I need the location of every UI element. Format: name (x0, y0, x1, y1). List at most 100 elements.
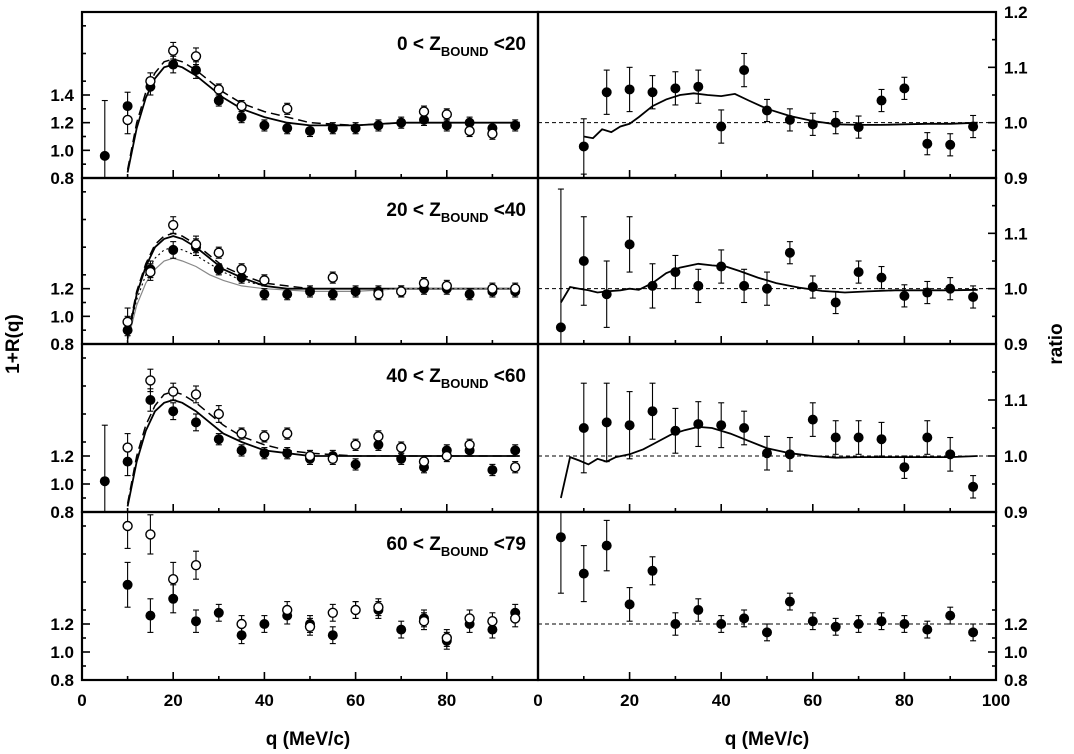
y-tick-label: 1.0 (50, 141, 74, 160)
data-point-filled (922, 624, 933, 635)
data-point-filled (327, 630, 338, 641)
y-tick-label: 1.2 (50, 114, 74, 133)
data-point-open (145, 266, 156, 278)
y-tick-label: 1.0 (1004, 447, 1028, 466)
data-point-filled (464, 289, 475, 300)
data-point-open (487, 283, 498, 294)
data-point-filled (739, 280, 750, 291)
data-point-filled (578, 141, 589, 152)
model-curve-solid (583, 92, 978, 140)
panel-plot-area (538, 382, 996, 499)
data-point-filled (807, 282, 818, 293)
data-point-filled (647, 87, 658, 98)
y-tick-label: 1.0 (1004, 280, 1028, 299)
data-point-filled (739, 613, 750, 624)
data-point-filled (213, 95, 224, 106)
y-tick-label: 1.0 (1004, 114, 1028, 133)
data-point-open (350, 604, 361, 616)
data-point-open (304, 450, 316, 462)
panel-plot-area (99, 368, 521, 512)
data-point-filled (693, 280, 704, 291)
data-point-filled (259, 120, 270, 131)
model-curve-solid (560, 425, 978, 499)
x-tick-label: 100 (982, 691, 1010, 710)
data-point-filled (259, 619, 270, 629)
data-point-open (236, 100, 247, 112)
data-point-open (464, 613, 475, 624)
data-point-filled (922, 432, 933, 443)
data-point-filled (99, 476, 110, 487)
data-point-filled (968, 121, 979, 132)
data-point-open (213, 408, 225, 420)
panel-left-0: 0.8 1.0 1.2 1.4 0 < ZBOUND <20 (50, 10, 540, 188)
panel-right-3: 0.8 1.0 1.2 0 20 40 60 80 100 (533, 510, 1028, 710)
data-point-open (236, 618, 247, 630)
panel-label-prefix: 0 < Z (397, 34, 441, 55)
data-point-filled (762, 448, 772, 459)
panel-label-sub: BOUND (441, 44, 489, 59)
panel-label-prefix: 60 < Z (386, 534, 441, 555)
data-point-open (487, 128, 498, 139)
data-point-open (396, 442, 407, 453)
data-point-filled (510, 120, 521, 131)
data-point-filled (945, 139, 956, 150)
panel-label: 60 < ZBOUND <79 (386, 534, 526, 559)
data-point-filled (396, 453, 407, 464)
data-point-open (259, 431, 270, 442)
x-tick-label: 80 (895, 691, 914, 710)
data-point-filled (784, 114, 795, 125)
panel-left-2: 0.8 1.0 1.2 40 < ZBOUND <60 (50, 342, 540, 522)
data-point-filled (968, 481, 979, 492)
data-point-open (190, 389, 202, 400)
data-point-filled (327, 289, 338, 300)
data-point-filled (647, 565, 658, 576)
data-point-filled (305, 286, 315, 297)
data-point-open (145, 529, 156, 540)
data-point-filled (396, 117, 407, 128)
data-point-filled (145, 395, 156, 405)
data-point-filled (350, 123, 361, 134)
data-point-open (464, 125, 475, 137)
data-point-filled (716, 261, 727, 272)
data-point-open (190, 51, 202, 62)
x-tick-label: 80 (437, 691, 456, 710)
data-point-filled (510, 445, 521, 456)
data-point-filled (191, 65, 201, 76)
data-point-filled (807, 119, 818, 130)
data-point-filled (282, 289, 293, 300)
y-tick-label: 0.8 (1004, 671, 1028, 690)
data-point-filled (968, 291, 979, 302)
data-point-open (213, 84, 225, 95)
data-point-open (304, 621, 316, 632)
data-point-filled (693, 419, 704, 430)
data-point-filled (236, 112, 247, 123)
data-point-open (396, 286, 407, 297)
data-point-open (167, 574, 179, 585)
data-point-filled (578, 256, 589, 266)
y-tick-label: 1.2 (1004, 3, 1028, 22)
data-point-filled (282, 123, 293, 134)
data-point-filled (647, 280, 658, 291)
data-point-filled (784, 247, 795, 258)
data-point-filled (899, 83, 910, 94)
data-point-open (122, 316, 133, 328)
data-point-open (487, 616, 498, 627)
data-point-filled (853, 122, 864, 133)
data-point-filled (968, 627, 979, 638)
data-point-open (282, 604, 293, 616)
data-point-open (418, 616, 430, 627)
panel-plot-area (122, 512, 521, 650)
y-tick-label: 1.1 (1004, 391, 1028, 410)
x-tick-label: 20 (164, 691, 183, 710)
y-tick-label: 1.0 (50, 307, 74, 326)
data-point-filled (830, 432, 841, 443)
panel-left-1: 0.8 1.0 1.2 20 < ZBOUND <40 (50, 176, 540, 354)
data-point-filled (739, 65, 750, 76)
data-point-open (510, 462, 521, 473)
x-tick-label: 0 (77, 691, 86, 710)
data-point-open (373, 602, 384, 613)
data-point-filled (899, 619, 910, 629)
model-curve-solid (126, 399, 520, 507)
y-tick-label: 0.9 (1004, 169, 1028, 188)
data-point-filled (168, 406, 179, 417)
